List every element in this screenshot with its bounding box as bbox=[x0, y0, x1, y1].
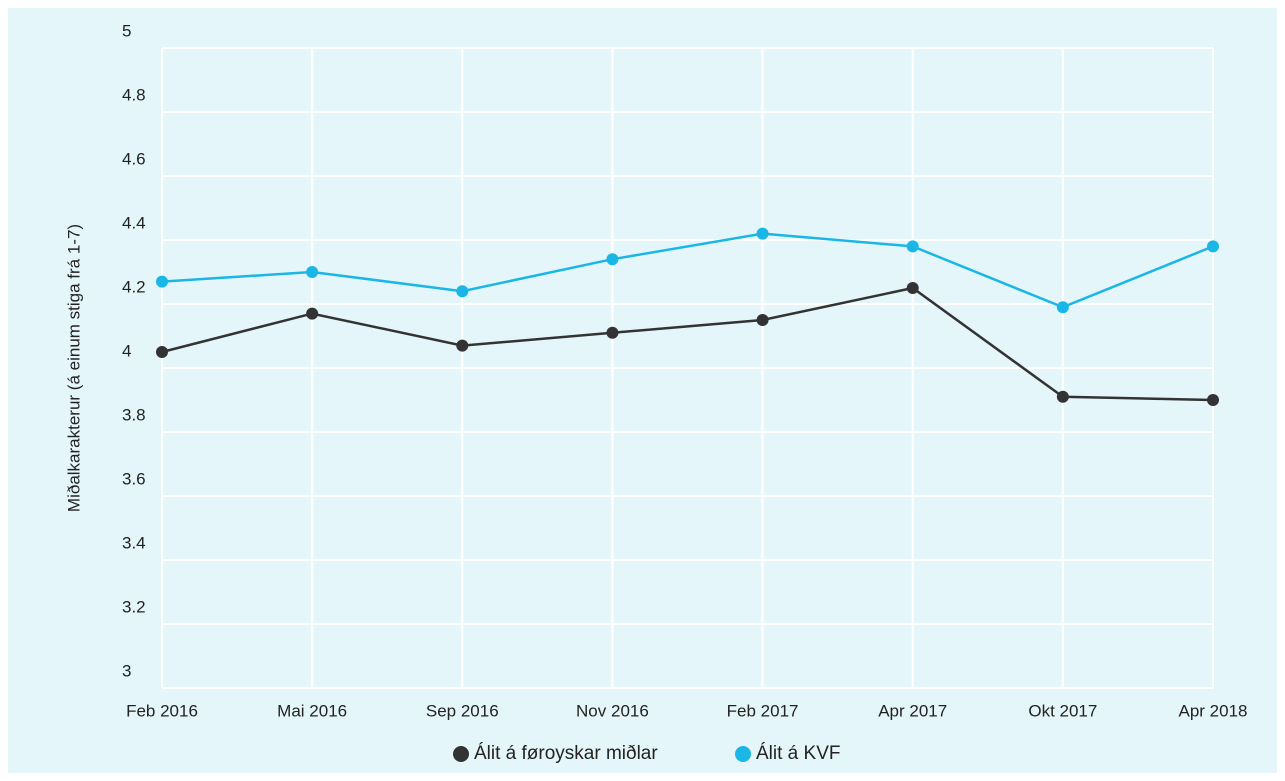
y-tick-label: 4.8 bbox=[122, 85, 146, 104]
legend-label: Álit á KVF bbox=[756, 743, 840, 764]
x-tick-label: Feb 2017 bbox=[727, 701, 799, 720]
legend-label: Álit á føroyskar miðlar bbox=[474, 743, 658, 764]
x-tick-label: Nov 2016 bbox=[576, 701, 649, 720]
legend-marker bbox=[453, 746, 469, 762]
data-point bbox=[156, 275, 168, 288]
data-point bbox=[1056, 390, 1069, 403]
x-tick-label: Okt 2017 bbox=[1028, 701, 1097, 720]
x-tick-label: Mai 2016 bbox=[277, 701, 347, 720]
x-tick-label: Apr 2018 bbox=[1179, 701, 1248, 720]
data-point bbox=[156, 346, 168, 358]
data-point bbox=[306, 307, 319, 320]
series-line bbox=[161, 286, 1214, 402]
y-tick-label: 3.2 bbox=[122, 597, 146, 616]
y-axis-label: Miðalkarakterur (á einum stiga frá 1-7) bbox=[64, 224, 83, 512]
y-tick-label: 4 bbox=[122, 341, 131, 360]
data-point bbox=[1207, 394, 1219, 406]
legend-marker bbox=[735, 746, 751, 762]
data-point bbox=[1056, 301, 1069, 314]
data-point bbox=[606, 326, 619, 339]
y-tick-label: 3.8 bbox=[122, 405, 146, 424]
data-point bbox=[756, 314, 769, 326]
x-tick-label: Sep 2016 bbox=[426, 701, 499, 720]
y-tick-label: 3.4 bbox=[122, 533, 146, 552]
data-point bbox=[756, 227, 769, 240]
data-point bbox=[306, 266, 319, 278]
y-tick-label: 5 bbox=[122, 21, 131, 40]
x-tick-label: Feb 2016 bbox=[126, 701, 198, 720]
data-point bbox=[906, 240, 919, 253]
data-point bbox=[1207, 240, 1219, 253]
y-tick-label: 3 bbox=[122, 661, 131, 680]
data-point bbox=[456, 339, 469, 352]
data-point bbox=[456, 285, 469, 298]
y-tick-label: 3.6 bbox=[122, 469, 146, 488]
data-point bbox=[606, 253, 619, 266]
chart-background bbox=[8, 8, 1277, 773]
series-line bbox=[161, 232, 1214, 309]
y-tick-label: 4.2 bbox=[122, 277, 146, 296]
data-point bbox=[906, 282, 919, 294]
x-tick-label: Apr 2017 bbox=[878, 701, 947, 720]
y-tick-label: 4.4 bbox=[122, 213, 146, 232]
y-tick-label: 4.6 bbox=[122, 149, 146, 168]
